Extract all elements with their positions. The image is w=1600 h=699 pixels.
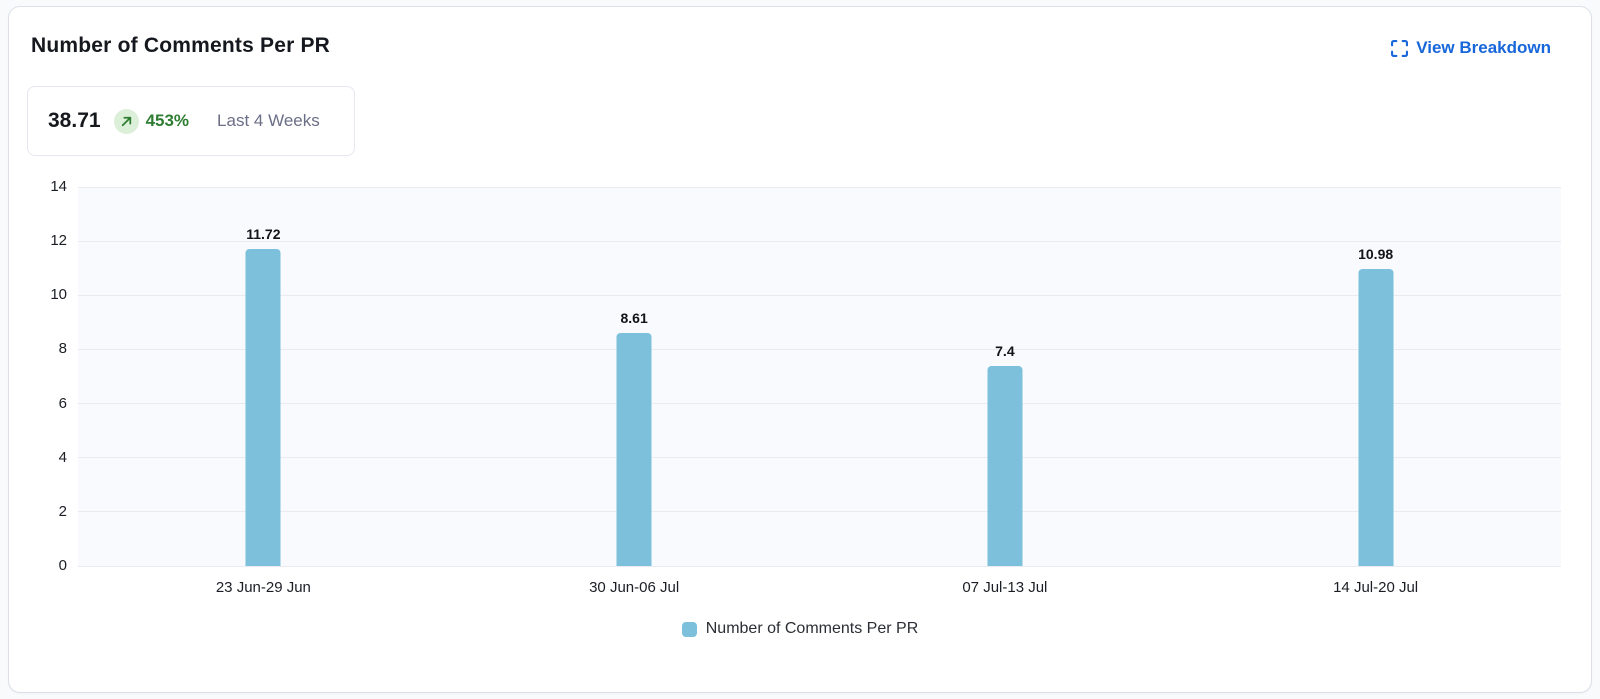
- y-axis-tick-label: 12: [50, 232, 67, 250]
- bar-value-label: 8.61: [620, 309, 648, 326]
- summary-stat-card: 38.71 453% Last 4 Weeks: [27, 86, 355, 156]
- gridline: [78, 565, 1561, 567]
- bar-value-label: 11.72: [246, 225, 281, 242]
- y-axis-tick-label: 4: [58, 448, 67, 466]
- y-axis-tick-label: 14: [50, 178, 67, 195]
- expand-icon: [1391, 39, 1409, 57]
- view-breakdown-label: View Breakdown: [1416, 38, 1551, 57]
- legend-swatch[interactable]: [681, 621, 697, 637]
- y-axis-tick-label: 6: [58, 394, 67, 412]
- x-axis-tick-label: 23 Jun-29 Jun: [215, 579, 311, 596]
- comments-per-pr-card: Number of Comments Per PR View Breakdown…: [8, 6, 1592, 693]
- trend-up-icon: [113, 108, 139, 134]
- gridline: [78, 511, 1561, 513]
- bar-chart: 11.72 8.61 7.4 10.98 0 2 4 6 8 10 12 14 23 Jun-29 J…: [9, 7, 1591, 692]
- x-axis-tick-label: 07 Jul-13 Jul: [962, 579, 1048, 596]
- y-axis-tick-label: 0: [58, 557, 67, 574]
- stat-value: 38.71: [48, 109, 101, 132]
- gridline: [78, 403, 1561, 405]
- y-axis-tick-label: 8: [58, 340, 67, 358]
- legend-label: Number of Comments Per PR: [705, 620, 919, 637]
- gridline: [78, 457, 1561, 459]
- view-breakdown-link[interactable]: View Breakdown: [1391, 38, 1551, 58]
- chart-legend: Number of Comments Per PR: [9, 620, 1591, 638]
- page-title: Number of Comments Per PR: [31, 34, 331, 57]
- gridline: [78, 348, 1561, 350]
- bar-23 Jun-29 Jun[interactable]: [245, 248, 281, 566]
- bar-value-label: 10.98: [1358, 245, 1394, 262]
- bar-07 Jul-13 Jul[interactable]: [987, 365, 1023, 566]
- bar-value-label: 7.4: [995, 342, 1015, 359]
- gridline: [78, 294, 1561, 296]
- gridline: [78, 186, 1561, 188]
- stat-change: 453%: [145, 111, 190, 130]
- gridline: [78, 240, 1561, 242]
- bar-14 Jul-20 Jul[interactable]: [1358, 268, 1394, 566]
- plot-area: 11.72 8.61 7.4 10.98: [78, 186, 1561, 567]
- y-axis-tick-label: 10: [50, 286, 67, 304]
- x-axis-tick-label: 30 Jun-06 Jul: [589, 579, 680, 596]
- y-axis-tick-label: 2: [58, 502, 67, 520]
- x-axis-tick-label: 14 Jul-20 Jul: [1333, 579, 1419, 596]
- bar-30 Jun-06 Jul[interactable]: [616, 332, 652, 566]
- stat-period: Last 4 Weeks: [217, 111, 320, 130]
